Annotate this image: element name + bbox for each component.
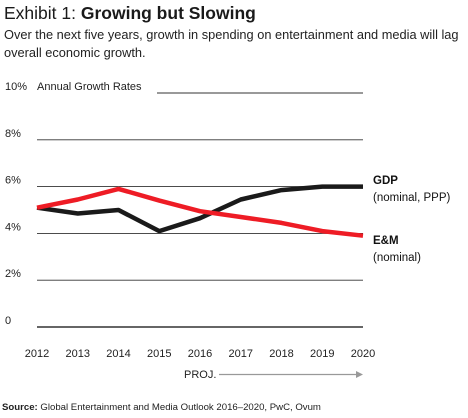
y-tick-label: 10% (5, 81, 27, 93)
source-note: Source: Global Entertainment and Media O… (2, 402, 321, 414)
series-labels: GDP (nominal, PPP) E&M (nominal) (373, 175, 451, 264)
x-tick-label: 2012 (25, 348, 49, 360)
series-sublabel-em: (nominal) (373, 252, 421, 264)
y-tick-label: 0 (5, 315, 11, 327)
series-lines (36, 184, 364, 238)
projection-indicator: PROJ. (184, 369, 363, 381)
series-line-em (36, 186, 364, 238)
x-tick-label: 2019 (310, 348, 334, 360)
x-tick-label: 2018 (269, 348, 293, 360)
x-tick-label: 2013 (66, 348, 90, 360)
series-label-em: E&M (373, 235, 399, 247)
projection-arrow-head (356, 371, 363, 378)
x-tick-labels: 2012 2013 2014 2015 2016 2017 2018 2019 2020 (25, 348, 375, 360)
y-tick-label: 8% (5, 128, 21, 140)
chart-subtitle: Over the next five years, growth in spen… (4, 27, 459, 60)
series-line-gdp (36, 184, 363, 234)
series-sublabel-gdp: (nominal, PPP) (373, 192, 451, 204)
chart-title: Exhibit 1: Growing but Slowing (4, 2, 256, 24)
y-tick-label: 2% (5, 268, 21, 280)
y-tick-labels: 10% 8% 6% 4% 2% 0 (5, 81, 27, 327)
grid-lines (37, 92, 363, 328)
y-tick-label: 6% (5, 175, 21, 187)
x-tick-label: 2016 (188, 348, 212, 360)
x-tick-label: 2020 (351, 348, 375, 360)
x-tick-label: 2017 (229, 348, 253, 360)
y-axis-label: Annual Growth Rates (37, 81, 142, 93)
series-label-gdp: GDP (373, 175, 398, 187)
projection-label: PROJ. (184, 369, 216, 381)
x-tick-label: 2015 (147, 348, 171, 360)
y-tick-label: 4% (5, 221, 21, 233)
source-label: Source: (2, 402, 38, 413)
source-text: Global Entertainment and Media Outlook 2… (40, 402, 321, 413)
title-text: Growing but Slowing (80, 3, 256, 23)
x-tick-label: 2014 (106, 348, 130, 360)
exhibit-label: Exhibit 1: (4, 3, 76, 23)
